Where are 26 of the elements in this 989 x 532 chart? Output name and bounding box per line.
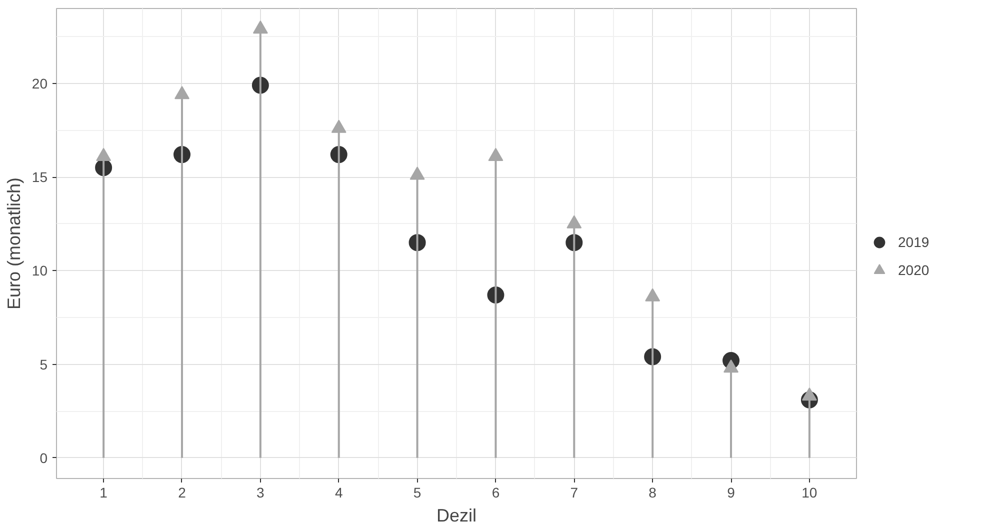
y-tick-label: 15	[32, 169, 48, 186]
point	[331, 120, 346, 133]
x-tick-label: 1	[100, 484, 108, 500]
legend-label: 2019	[898, 234, 930, 250]
y-tick-label: 0	[40, 450, 48, 466]
point	[488, 148, 504, 161]
x-axis-title: Dezil	[436, 506, 477, 526]
point	[252, 20, 268, 34]
y-tick-label: 20	[32, 75, 48, 92]
x-tick-label: 2	[178, 484, 186, 500]
x-tick-label: 7	[570, 484, 578, 500]
point	[96, 148, 112, 161]
legend-label: 2020	[898, 262, 930, 278]
point	[566, 215, 582, 228]
x-tick-label: 10	[802, 484, 818, 500]
x-tick-label: 5	[413, 484, 422, 500]
x-tick-label: 4	[334, 484, 343, 500]
point	[410, 166, 425, 180]
y-axis-title: Euro (monatlich)	[4, 177, 24, 310]
x-tick-label: 9	[727, 484, 736, 500]
y-tick-label: 10	[32, 262, 48, 279]
x-tick-label: 6	[492, 484, 500, 500]
x-tick-label: 8	[648, 484, 657, 500]
x-tick-label: 3	[256, 484, 265, 500]
y-tick-label: 5	[40, 356, 48, 372]
point	[174, 86, 190, 100]
